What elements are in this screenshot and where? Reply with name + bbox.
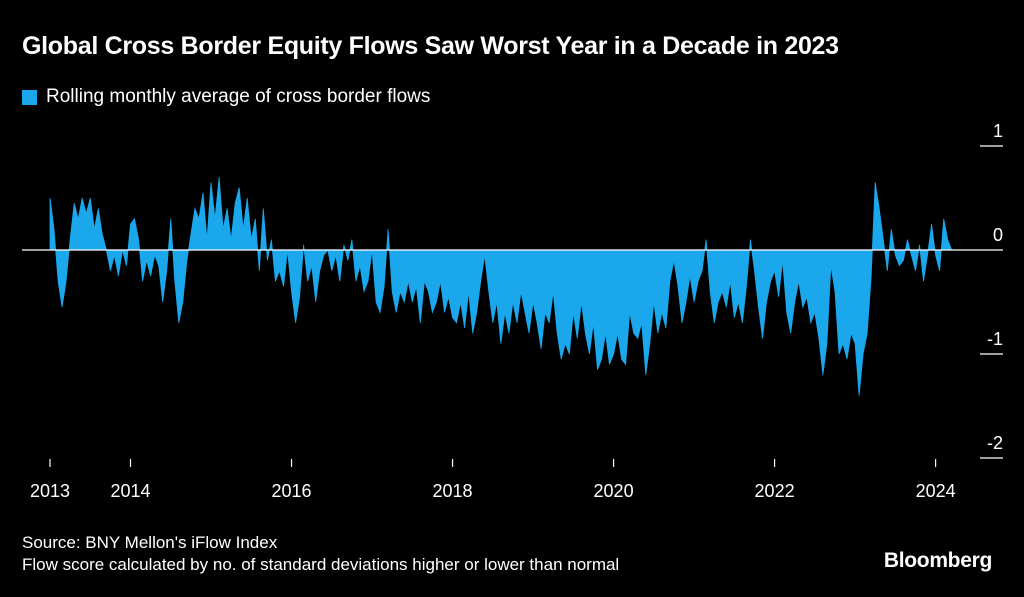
series-area-cross-border-flows (49, 177, 953, 396)
chart-title: Global Cross Border Equity Flows Saw Wor… (22, 32, 839, 60)
y-tick-label: -1 (987, 329, 1003, 349)
x-tick-label: 2018 (433, 481, 473, 501)
legend-label: Rolling monthly average of cross border … (46, 86, 431, 107)
x-tick-label: 2020 (594, 481, 634, 501)
legend: Rolling monthly average of cross border … (22, 86, 430, 108)
source-note: Source: BNY Mellon's iFlow Index (22, 533, 278, 552)
y-tick-label: -2 (987, 433, 1003, 453)
x-tick-label: 2013 (30, 481, 70, 501)
y-tick-label: 1 (993, 121, 1003, 141)
methodology-note: Flow score calculated by no. of standard… (22, 555, 620, 574)
x-tick-label: 2016 (272, 481, 312, 501)
x-tick-label: 2014 (110, 481, 150, 501)
x-tick-label: 2022 (755, 481, 795, 501)
y-tick-label: 0 (993, 225, 1003, 245)
footer: Source: BNY Mellon's iFlow Index Flow sc… (22, 532, 619, 576)
bloomberg-logo: Bloomberg (883, 549, 992, 572)
x-tick-label: 2024 (916, 481, 956, 501)
legend-swatch (22, 89, 37, 105)
